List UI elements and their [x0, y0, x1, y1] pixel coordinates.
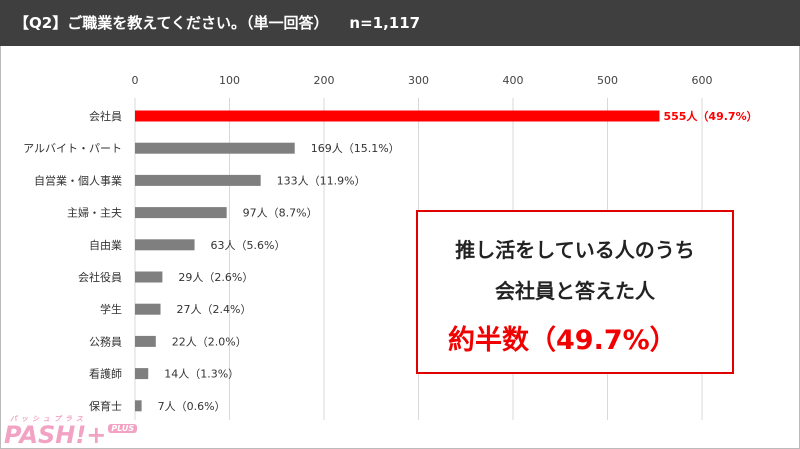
x-tick-label: 200: [314, 74, 335, 87]
callout-highlight: 約半数（49.7%）: [448, 325, 677, 356]
logo-text: PASH!+: [4, 421, 107, 449]
category-label: アルバイト・パート: [23, 142, 122, 155]
callout-line1: 推し活をしている人のうち: [455, 238, 695, 262]
data-label: 7人（0.6%）: [158, 400, 226, 413]
bar: [135, 142, 295, 154]
logo-badge: PLUS: [108, 424, 138, 433]
category-label: 看護師: [89, 367, 122, 381]
logo-kana: パッシュプラス: [10, 415, 87, 423]
x-tick-label: 300: [408, 74, 429, 87]
data-label: 555人（49.7%）: [663, 109, 757, 123]
bar: [135, 303, 161, 315]
callout-line2: 会社員と答えた人: [495, 279, 655, 303]
bar: [135, 239, 195, 251]
chart-header: 【Q2】ご職業を教えてください。（単一回答） n=1,117: [0, 0, 800, 46]
brand-logo: パッシュプラス PASH!+ PLUS: [4, 414, 138, 449]
sample-size: n=1,117: [349, 14, 421, 32]
data-label: 133人（11.9%）: [277, 174, 366, 187]
x-tick-label: 500: [597, 74, 618, 87]
category-label: 会社役員: [78, 270, 122, 284]
bar: [135, 174, 261, 186]
category-label: 会社員: [89, 109, 122, 123]
x-tick-label: 400: [503, 74, 524, 87]
category-label: 保育士: [89, 399, 122, 413]
data-label: 63人（5.6%）: [211, 239, 286, 252]
x-tick-label: 0: [132, 74, 139, 87]
data-label: 27人（2.4%）: [177, 303, 252, 316]
category-label: 自営業・個人事業: [34, 173, 122, 187]
bar: [135, 110, 660, 122]
category-label: 公務員: [89, 334, 122, 348]
callout-box: 推し活をしている人のうち 会社員と答えた人 約半数（49.7%）: [416, 210, 734, 374]
category-label: 主婦・主夫: [67, 206, 122, 220]
x-tick-label: 600: [692, 74, 713, 87]
category-label: 学生: [100, 302, 122, 316]
bar: [135, 400, 142, 412]
x-tick-label: 100: [219, 74, 240, 87]
category-label: 自由業: [89, 238, 122, 252]
data-label: 97人（8.7%）: [243, 207, 318, 220]
bar: [135, 335, 156, 347]
bar: [135, 368, 149, 380]
bar: [135, 207, 227, 219]
data-label: 29人（2.6%）: [178, 271, 253, 284]
data-label: 22人（2.0%）: [172, 335, 247, 348]
bar: [135, 271, 163, 283]
data-label: 169人（15.1%）: [311, 142, 400, 155]
data-label: 14人（1.3%）: [164, 368, 239, 381]
chart-title: 【Q2】ご職業を教えてください。（単一回答）: [14, 14, 329, 32]
